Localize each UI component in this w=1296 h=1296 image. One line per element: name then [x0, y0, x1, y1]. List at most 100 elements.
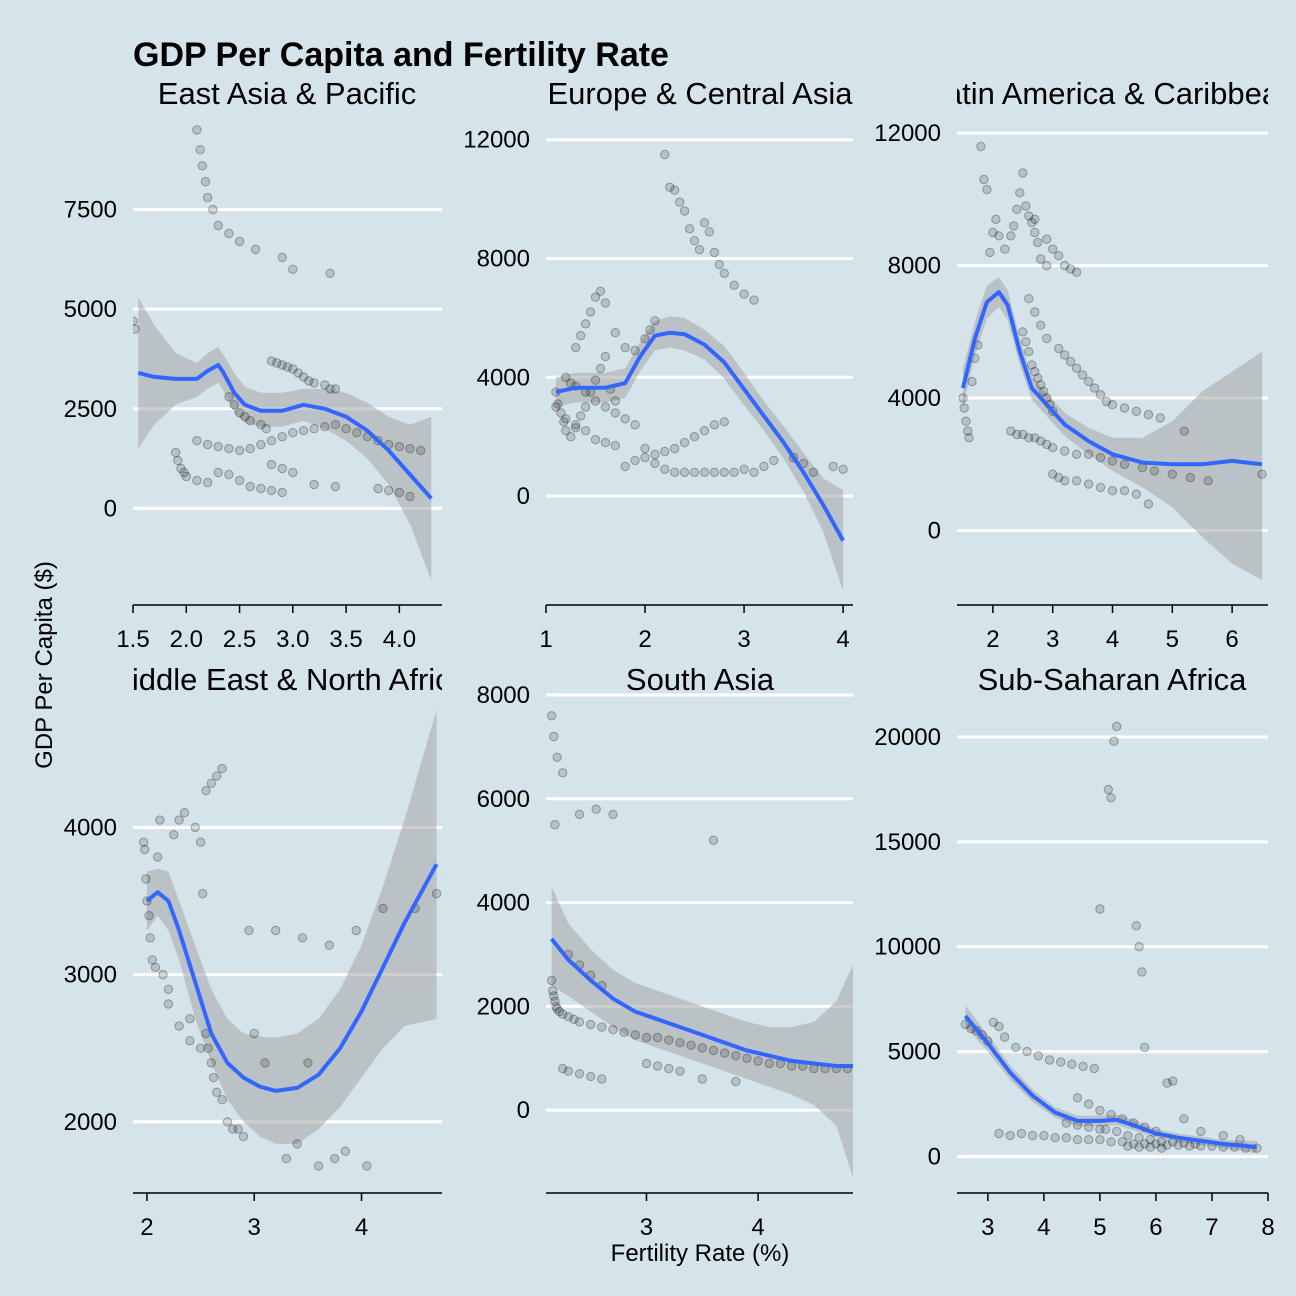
data-point — [1107, 400, 1118, 410]
data-point — [1060, 260, 1070, 271]
data-point — [719, 467, 729, 477]
data-point — [1060, 476, 1070, 486]
data-point — [181, 471, 192, 482]
smooth-trend-line — [550, 937, 853, 1068]
data-point — [554, 1006, 565, 1017]
data-point — [664, 1063, 674, 1074]
data-point — [1065, 264, 1076, 274]
data-point — [742, 1053, 752, 1064]
data-point — [670, 443, 680, 454]
data-point — [158, 969, 168, 980]
data-point — [1156, 1137, 1167, 1147]
data-point — [174, 1021, 184, 1031]
data-point — [1039, 1130, 1049, 1141]
facet-panel: 0 2500 5000 7500 1.5 2.0 2.5 3.0 3.5 4.0 East Asia… — [64, 76, 442, 653]
data-point — [208, 204, 218, 215]
data-point — [1101, 396, 1112, 407]
data-point — [739, 464, 749, 474]
data-point — [277, 487, 287, 498]
x-tick-label: 4 — [836, 626, 849, 653]
panel-content — [960, 721, 1262, 1154]
x-tick-label: 5 — [1093, 1214, 1106, 1241]
data-point — [195, 145, 205, 155]
data-point — [1131, 406, 1142, 416]
data-point — [645, 325, 655, 335]
data-point — [1107, 456, 1118, 466]
data-point — [234, 475, 245, 486]
data-point — [1168, 1076, 1178, 1086]
data-point — [1000, 244, 1010, 254]
data-point — [610, 408, 620, 418]
data-point — [1048, 469, 1058, 479]
data-point — [195, 1043, 206, 1053]
data-point — [684, 224, 695, 234]
data-point — [341, 424, 351, 434]
data-point — [1071, 449, 1082, 459]
data-point — [551, 1001, 561, 1012]
data-point — [1060, 350, 1070, 360]
facet-strip-label: Middle East & North Africa — [106, 662, 469, 697]
data-point — [240, 412, 250, 422]
data-point — [586, 1071, 596, 1082]
data-point — [549, 731, 559, 742]
data-point — [1095, 904, 1105, 914]
x-tick-label: 7 — [1205, 1214, 1218, 1241]
data-point — [828, 461, 838, 472]
confidence-ribbon — [965, 1005, 1257, 1154]
data-point — [694, 244, 705, 255]
data-point — [571, 423, 581, 433]
data-point — [689, 236, 700, 246]
data-point — [590, 434, 601, 445]
data-point — [704, 227, 715, 237]
data-point — [271, 925, 281, 936]
data-point — [1067, 1059, 1077, 1069]
data-point — [1137, 967, 1147, 977]
x-tick-label: 6 — [1149, 1214, 1162, 1241]
data-point — [999, 1032, 1010, 1042]
y-tick-label: 12000 — [874, 120, 941, 147]
data-point — [297, 933, 308, 943]
data-point — [1078, 1061, 1088, 1072]
data-point — [1128, 1139, 1139, 1149]
data-point — [384, 485, 394, 496]
data-point — [169, 830, 179, 840]
data-point — [1095, 1135, 1105, 1145]
data-point — [405, 491, 415, 502]
data-point — [185, 1014, 195, 1024]
data-point — [1131, 489, 1142, 499]
data-point — [179, 467, 189, 478]
data-point — [1095, 390, 1106, 400]
data-point — [1184, 1141, 1195, 1151]
data-point — [1016, 1128, 1027, 1139]
data-point — [660, 149, 670, 160]
data-point — [213, 467, 223, 478]
data-point — [1024, 294, 1034, 304]
data-point — [610, 328, 620, 338]
data-point — [563, 1012, 573, 1022]
x-tick-label: 4 — [1037, 1214, 1050, 1241]
data-point — [731, 1051, 741, 1061]
data-point — [325, 384, 335, 394]
data-point — [244, 925, 254, 936]
data-point — [597, 1074, 607, 1084]
data-point — [1119, 486, 1130, 496]
data-point — [590, 375, 601, 385]
data-point — [1140, 1042, 1150, 1053]
data-point — [590, 396, 601, 406]
data-point — [1030, 307, 1040, 317]
data-point — [675, 1038, 685, 1048]
data-point — [620, 342, 630, 353]
data-point — [1123, 1141, 1133, 1151]
data-point — [595, 363, 606, 374]
data-point — [416, 445, 426, 456]
data-point — [574, 1069, 585, 1079]
y-tick-label: 4000 — [888, 385, 941, 412]
data-point — [222, 1117, 233, 1127]
data-point — [670, 467, 680, 477]
data-point — [660, 464, 670, 474]
data-point — [630, 455, 640, 466]
x-tick-label: 3 — [1046, 626, 1059, 653]
data-point — [652, 1032, 663, 1043]
facet-strip-label: Latin America & Caribbean — [928, 76, 1296, 111]
